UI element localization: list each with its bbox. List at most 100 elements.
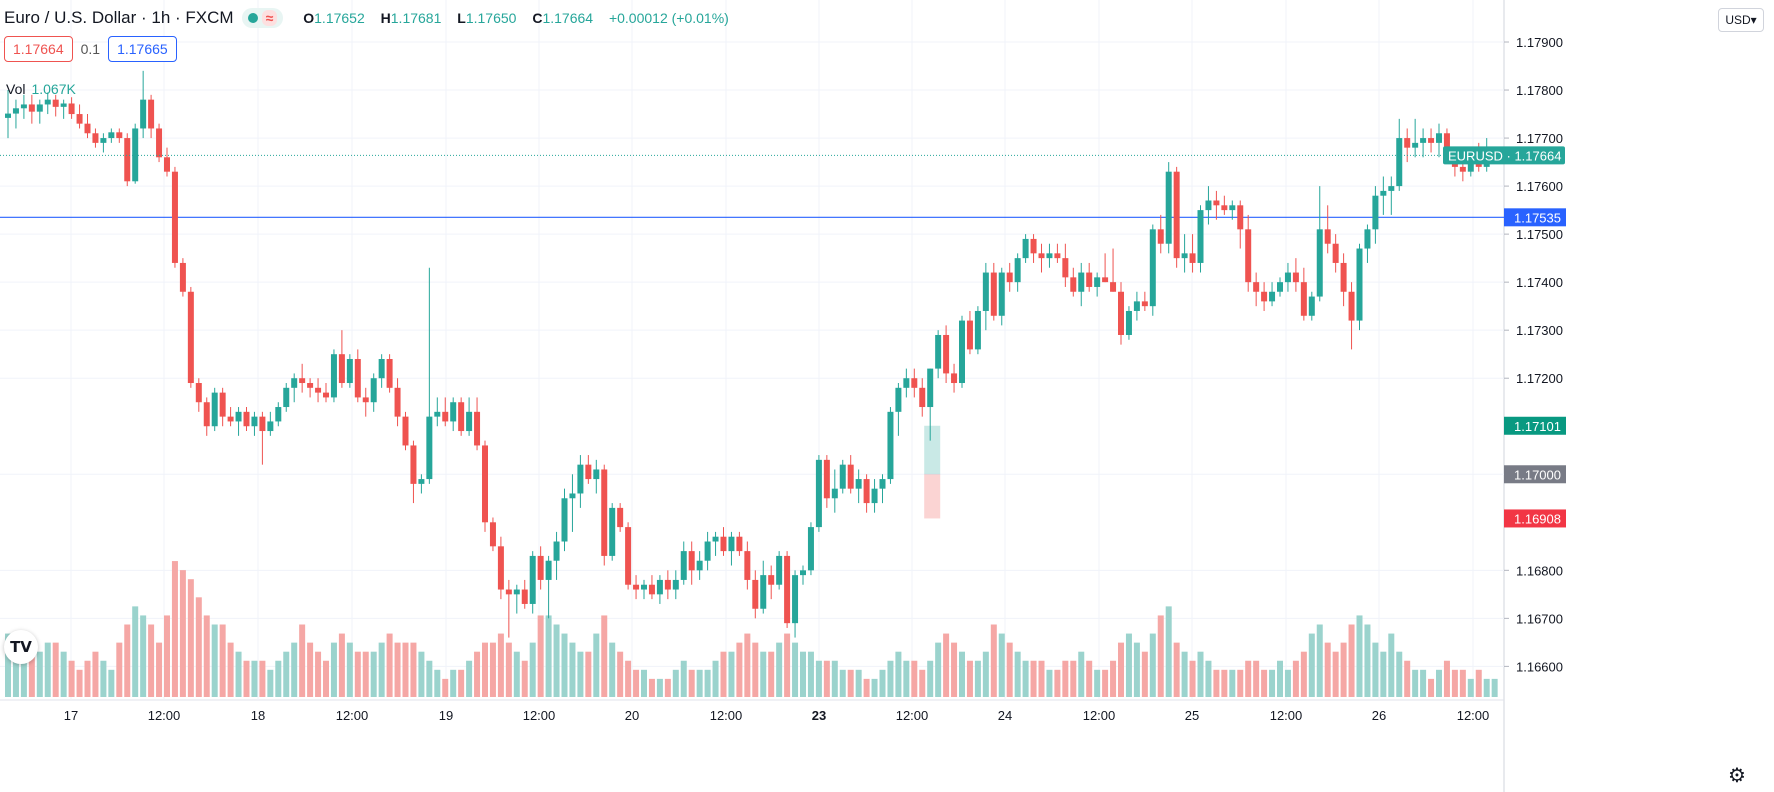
volume-bar: [1141, 651, 1148, 697]
volume-bar: [696, 669, 703, 697]
x-tick-label: 26: [1372, 708, 1386, 723]
volume-bar: [203, 615, 210, 697]
y-tick-label: 1.17800: [1516, 83, 1563, 98]
high-value: 1.17681: [390, 10, 442, 26]
volume-bar: [839, 669, 846, 697]
candle-body: [1253, 282, 1260, 292]
candle-body: [561, 498, 568, 542]
candle-body: [1189, 253, 1196, 263]
candle-body: [776, 555, 783, 585]
candle-body: [1181, 253, 1188, 259]
candle-body: [156, 128, 163, 158]
candle-body: [529, 555, 536, 604]
time-axis[interactable]: 17 12:00 18 12:00 19 12:00 20 12:00 23 12:00 24 12:…: [64, 708, 1490, 723]
y-tick-label: 1.16800: [1516, 563, 1563, 578]
candle-body: [879, 479, 886, 489]
candle-body: [474, 411, 481, 446]
volume-bar: [1467, 678, 1474, 697]
volume-bar: [513, 651, 520, 697]
volume-bar: [20, 651, 27, 697]
volume-bar: [299, 624, 306, 697]
volume-bar: [768, 651, 775, 697]
x-tick-label: 12:00: [1083, 708, 1116, 723]
candle-body: [402, 416, 409, 446]
volume-bar: [434, 669, 441, 697]
volume-bar: [1133, 642, 1140, 697]
candle-body: [1229, 205, 1236, 211]
volume-bar: [1189, 660, 1196, 697]
volume-bar: [1261, 669, 1268, 697]
volume-bar: [450, 669, 457, 697]
volume-bar: [633, 669, 640, 697]
candle-body: [688, 551, 695, 571]
volume-bar: [919, 669, 926, 697]
candle-body: [1436, 133, 1442, 143]
x-tick-label: 18: [251, 708, 265, 723]
x-tick-label: 23: [812, 708, 826, 723]
position-tool[interactable]: [924, 425, 941, 519]
candle-body: [434, 411, 441, 417]
buy-button[interactable]: 1.17665: [108, 36, 177, 62]
candle-body: [386, 359, 393, 388]
volume-bar: [1428, 678, 1435, 697]
x-tick-label: 17: [64, 708, 78, 723]
candle-body: [855, 479, 862, 489]
volume-bar: [863, 678, 870, 697]
candle-body: [887, 411, 894, 480]
volume-bar: [688, 669, 695, 697]
candle-body: [426, 416, 433, 480]
candle-body: [44, 99, 51, 105]
volume-bars: [5, 561, 1498, 697]
volume-bar: [148, 624, 155, 697]
volume-bar: [648, 678, 655, 697]
y-tick-label: 1.16600: [1516, 659, 1563, 674]
volume-bar: [1038, 660, 1045, 697]
candle-body: [792, 575, 799, 624]
candle-body: [1396, 138, 1403, 187]
market-status[interactable]: ≈: [241, 8, 284, 28]
candle-body: [696, 560, 703, 571]
volume-bar: [935, 642, 942, 697]
candle-body: [982, 272, 989, 311]
candle-body: [1404, 138, 1411, 148]
volume-bar: [776, 642, 783, 697]
volume-bar: [680, 660, 687, 697]
candle-body: [1443, 133, 1450, 158]
gear-icon[interactable]: ⚙: [1728, 764, 1746, 787]
volume-bar: [1316, 624, 1323, 697]
symbol-title[interactable]: Euro / U.S. Dollar · 1h · FXCM: [4, 8, 234, 27]
volume-bar: [736, 642, 743, 697]
candlestick-series: [5, 70, 1498, 638]
candle-body: [195, 383, 202, 403]
candle-body: [12, 108, 19, 114]
candle-body: [291, 378, 298, 388]
currency-button[interactable]: USD ▾: [1718, 8, 1764, 32]
volume-bar: [394, 642, 401, 697]
candle-body: [100, 138, 107, 143]
volume-bar: [1221, 669, 1228, 697]
candle-body: [1213, 200, 1220, 206]
volume-bar: [1094, 669, 1101, 697]
change-value: +0.00012 (+0.01%): [608, 10, 729, 26]
candle-body: [927, 368, 934, 408]
volume-bar: [1205, 660, 1212, 697]
volume-bar: [346, 642, 353, 697]
candle-body: [1054, 253, 1061, 259]
y-tick-label: 1.16700: [1516, 611, 1563, 626]
y-tick-label: 1.17400: [1516, 275, 1563, 290]
volume-bar: [1014, 651, 1021, 697]
candle-body: [227, 416, 234, 422]
price-axis[interactable]: 1.17900 1.17800 1.17700 1.17600 1.17500 1.174…: [1504, 35, 1563, 674]
candle-body: [545, 560, 552, 580]
candle-body: [346, 359, 353, 384]
tradingview-logo-icon[interactable]: TV: [4, 630, 38, 664]
candle-body: [577, 464, 584, 494]
volume-bar: [1436, 669, 1442, 697]
candle-body: [998, 272, 1005, 316]
sell-button[interactable]: 1.17664: [4, 36, 73, 62]
candle-body: [1125, 310, 1132, 335]
volume-bar: [959, 651, 965, 697]
volume-bar: [108, 669, 115, 697]
volume-bar: [132, 606, 139, 697]
